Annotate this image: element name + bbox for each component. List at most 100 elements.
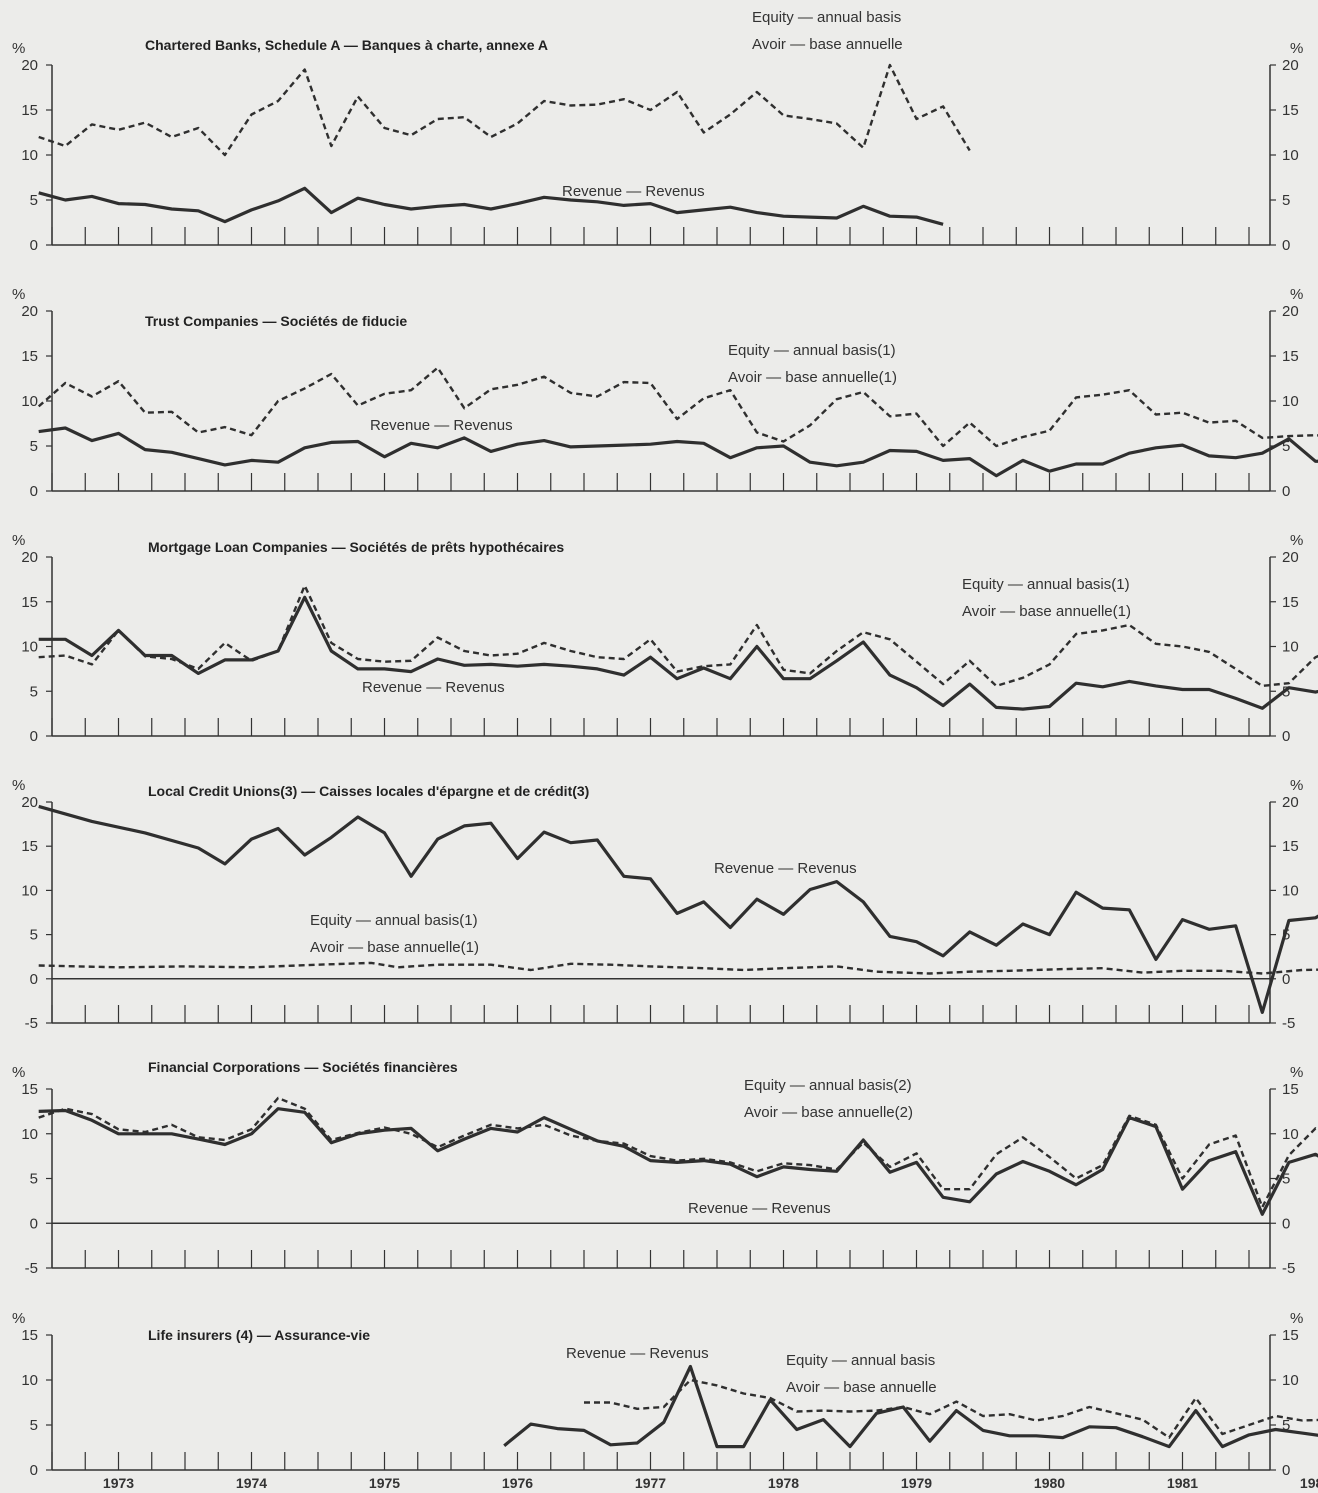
y-tick-label-right: 20: [1282, 57, 1299, 74]
y-tick-label-right: 5: [1282, 192, 1290, 209]
x-tick-label: 1975: [369, 1475, 400, 1491]
y-tick-label-right: 0: [1282, 1462, 1290, 1479]
y-tick-label-left: 10: [21, 393, 38, 410]
revenue-annotation: Revenue — Revenus: [688, 1200, 831, 1217]
y-tick-label-left: 20: [21, 794, 38, 811]
y-tick-label-left: 0: [30, 971, 38, 988]
y-tick-label-right: -5: [1282, 1260, 1295, 1277]
y-tick-label-left: 10: [21, 639, 38, 656]
y-unit-right: %: [1290, 1064, 1303, 1081]
equity-line: [38, 1096, 1318, 1209]
y-tick-label-left: 10: [21, 1372, 38, 1389]
y-unit-left: %: [12, 286, 25, 303]
revenue-line: [38, 804, 1318, 1014]
y-tick-label-right: 10: [1282, 882, 1299, 899]
y-tick-label-left: -5: [25, 1260, 38, 1277]
y-tick-label-left: 5: [30, 683, 38, 700]
y-tick-label-left: 20: [21, 57, 38, 74]
y-tick-label-right: 10: [1282, 1126, 1299, 1143]
revenue-line: [38, 426, 1318, 478]
equity-line: [584, 1378, 1318, 1439]
equity-annotation: Avoir — base annuelle(1): [728, 369, 897, 386]
y-tick-label-left: 5: [30, 1417, 38, 1434]
revenue-annotation: Revenue — Revenus: [566, 1345, 709, 1362]
x-tick-label: 1981: [1167, 1475, 1198, 1491]
y-tick-label-left: 15: [21, 594, 38, 611]
y-unit-left: %: [12, 1310, 25, 1327]
revenue-annotation: Revenue — Revenus: [562, 183, 705, 200]
equity-line: [38, 584, 1318, 688]
y-tick-label-left: 5: [30, 192, 38, 209]
revenue-annotation: Revenue — Revenus: [370, 417, 513, 434]
equity-line: [38, 961, 1318, 975]
panel-title: Life insurers (4) — Assurance-vie: [148, 1327, 370, 1343]
y-tick-label-right: 10: [1282, 393, 1299, 410]
y-tick-label-left: -5: [25, 1015, 38, 1032]
x-tick-label: 1976: [502, 1475, 533, 1491]
y-tick-label-left: 0: [30, 237, 38, 254]
equity-annotation: Avoir — base annuelle(1): [962, 603, 1131, 620]
y-tick-label-right: 10: [1282, 639, 1299, 656]
y-unit-left: %: [12, 532, 25, 549]
y-tick-label-left: 5: [30, 1171, 38, 1188]
y-tick-label-right: 20: [1282, 549, 1299, 566]
y-tick-label-left: 0: [30, 728, 38, 745]
y-tick-label-right: 5: [1282, 438, 1290, 455]
revenue-line: [503, 1364, 1318, 1449]
y-tick-label-left: 10: [21, 882, 38, 899]
x-tick-label: 1980: [1034, 1475, 1065, 1491]
x-tick-label: 1973: [103, 1475, 134, 1491]
y-tick-label-left: 15: [21, 838, 38, 855]
equity-annotation: Equity — annual basis: [786, 1352, 935, 1369]
y-unit-left: %: [12, 40, 25, 57]
y-tick-label-right: 20: [1282, 794, 1299, 811]
y-unit-right: %: [1290, 532, 1303, 549]
y-tick-label-left: 15: [21, 1327, 38, 1344]
y-unit-left: %: [12, 1064, 25, 1081]
y-unit-right: %: [1290, 40, 1303, 57]
y-tick-label-right: 0: [1282, 971, 1290, 988]
panel-title: Local Credit Unions(3) — Caisses locales…: [148, 783, 589, 799]
equity-annotation: Avoir — base annuelle: [752, 36, 903, 53]
y-tick-label-right: 5: [1282, 1171, 1290, 1188]
revenue-line: [38, 186, 944, 226]
revenue-line: [38, 1107, 1318, 1216]
y-tick-label-right: -5: [1282, 1015, 1295, 1032]
equity-annotation: Equity — annual basis: [752, 9, 901, 26]
y-tick-label-right: 0: [1282, 1215, 1290, 1232]
revenue-annotation: Revenue — Revenus: [714, 860, 857, 877]
equity-line: [38, 63, 971, 157]
y-tick-label-left: 0: [30, 1215, 38, 1232]
panel-title: Mortgage Loan Companies — Sociétés de pr…: [148, 539, 564, 555]
y-tick-label-left: 0: [30, 1462, 38, 1479]
equity-annotation: Avoir — base annuelle(2): [744, 1104, 913, 1121]
y-tick-label-right: 5: [1282, 1417, 1290, 1434]
y-tick-label-left: 0: [30, 483, 38, 500]
equity-annotation: Equity — annual basis(1): [728, 342, 896, 359]
equity-annotation: Equity — annual basis(2): [744, 1077, 912, 1094]
y-unit-left: %: [12, 777, 25, 794]
panel-title: Financial Corporations — Sociétés financ…: [148, 1059, 458, 1075]
x-tick-label: 1982: [1300, 1475, 1318, 1491]
y-tick-label-left: 15: [21, 1081, 38, 1098]
y-tick-label-right: 10: [1282, 1372, 1299, 1389]
y-tick-label-left: 10: [21, 1126, 38, 1143]
y-tick-label-left: 15: [21, 348, 38, 365]
equity-annotation: Equity — annual basis(1): [962, 576, 1130, 593]
y-tick-label-right: 15: [1282, 1081, 1299, 1098]
y-unit-right: %: [1290, 1310, 1303, 1327]
y-tick-label-right: 15: [1282, 594, 1299, 611]
y-unit-right: %: [1290, 286, 1303, 303]
panel-title: Trust Companies — Sociétés de fiducie: [145, 313, 407, 329]
y-tick-label-left: 10: [21, 147, 38, 164]
y-tick-label-left: 5: [30, 927, 38, 944]
equity-annotation: Avoir — base annuelle: [786, 1379, 937, 1396]
x-tick-label: 1977: [635, 1475, 666, 1491]
x-tick-label: 1974: [236, 1475, 267, 1491]
y-tick-label-right: 15: [1282, 838, 1299, 855]
y-tick-label-left: 20: [21, 303, 38, 320]
y-tick-label-left: 20: [21, 549, 38, 566]
y-tick-label-left: 15: [21, 102, 38, 119]
